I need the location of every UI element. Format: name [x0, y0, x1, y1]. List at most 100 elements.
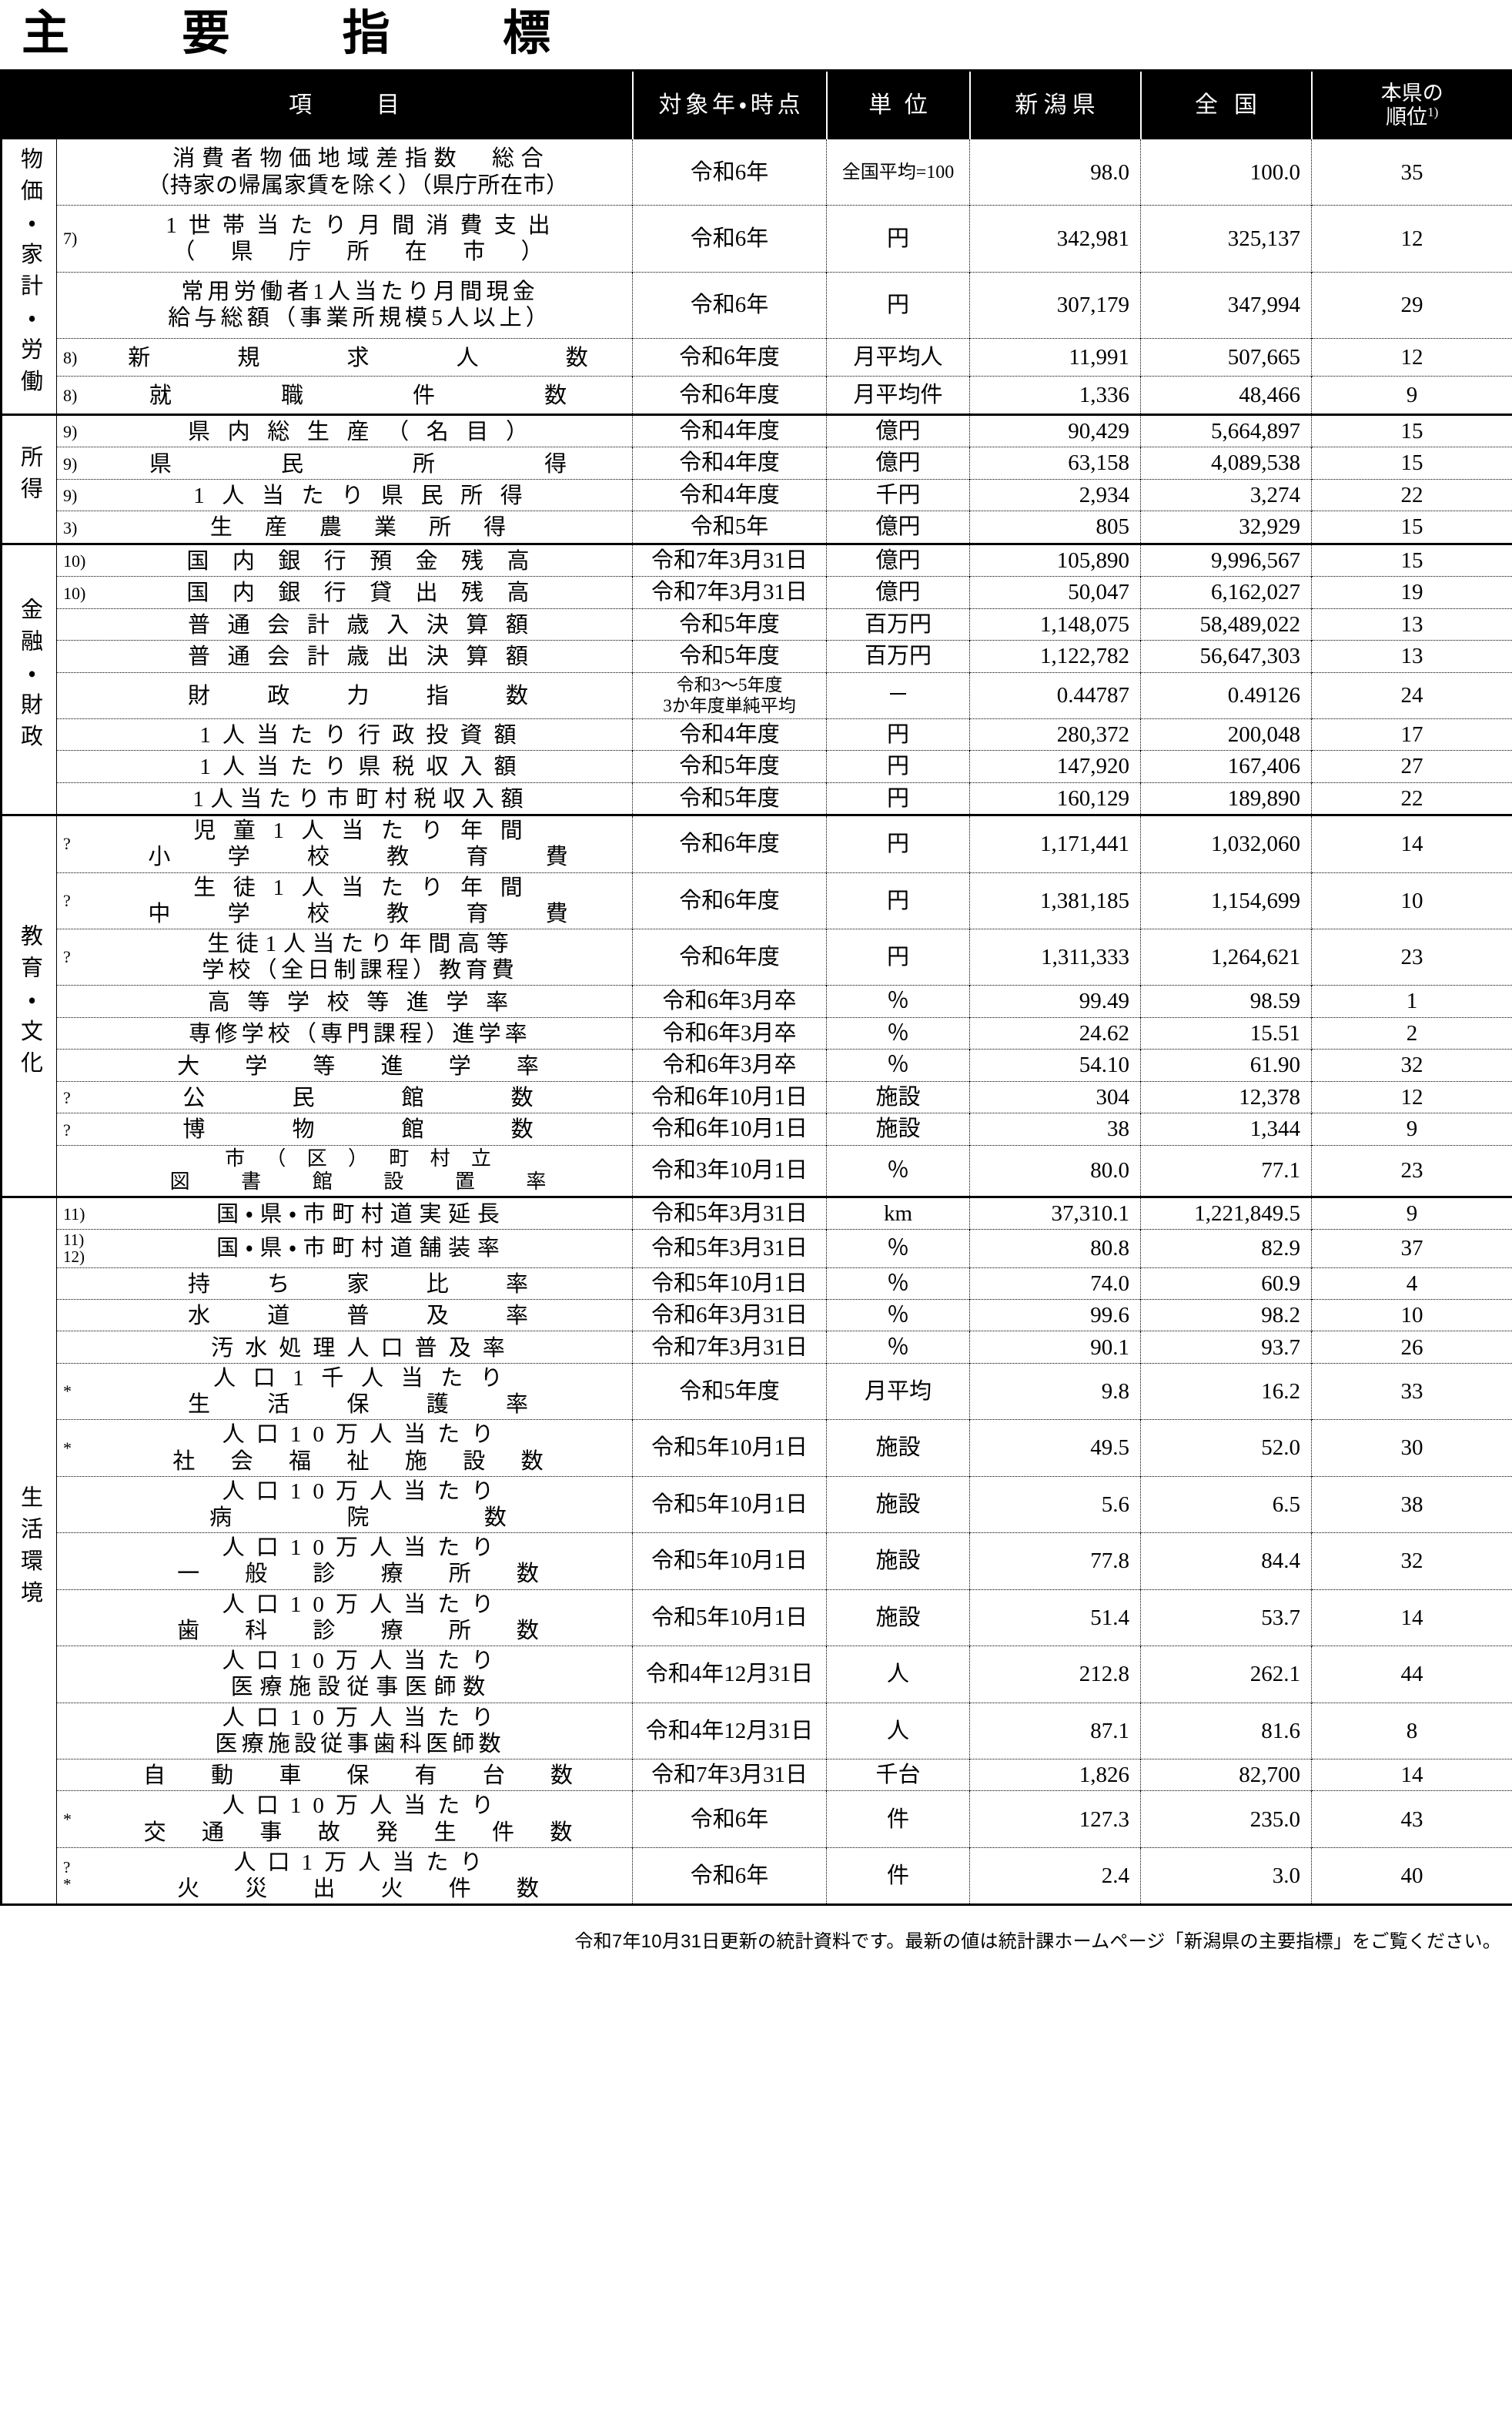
prefecture-value-cell: 212.8 [969, 1646, 1141, 1703]
item-footnote-marker: 11) [63, 1204, 85, 1224]
rank-cell: 14 [1311, 814, 1512, 872]
rank-cell: 32 [1311, 1532, 1512, 1590]
unit-cell: 全国平均=100 [826, 139, 970, 206]
prefecture-value-cell: 5.6 [969, 1475, 1141, 1533]
item-line: 財 政 力 指 数 [188, 684, 546, 709]
header-row: 項 目 対象年・時点 単位 新潟県 全国 本県の 順位1) [1, 70, 1512, 139]
prefecture-value-cell: 38 [969, 1113, 1141, 1146]
table-row: * 人口1千人当たり生 活 保 護 率 令和5年度 月平均 9.8 16.2 33 [2, 1362, 1512, 1420]
item-text: 児童1人当たり年間小 学 校 教 育 費 [92, 818, 624, 870]
national-value-cell: 1,264,621 [1140, 928, 1312, 986]
item-footnote-marker: ? [63, 890, 71, 910]
item-line: 国内銀行預金残高 [186, 548, 554, 574]
year-cell: 令和5年 [632, 511, 827, 544]
unit-cell: 人 [826, 1646, 970, 1703]
item-cell: 8) 新 規 求 人 数 [56, 338, 633, 377]
item-line: 消費者物価地域差指数 総合 [172, 146, 550, 172]
item-line: 自 動 車 保 有 台 数 [143, 1763, 585, 1789]
item-line: 給与総額（事業所規模5人以上） [168, 306, 553, 331]
item-cell: 財 政 力 指 数 [56, 671, 633, 719]
year-line: 令和5年 [690, 514, 769, 540]
rank-cell: 23 [1311, 928, 1512, 986]
year-cell: 令和4年度 [632, 478, 827, 511]
item-text: 国内銀行貸出残高 [92, 580, 624, 606]
year-cell: 令和5年3月31日 [632, 1229, 827, 1268]
rank-cell: 33 [1311, 1362, 1512, 1420]
prefecture-value-cell: 80.8 [969, 1229, 1141, 1268]
rank-cell: 30 [1311, 1419, 1512, 1477]
unit-cell: 円 [826, 750, 970, 783]
national-value-cell: 9,996,567 [1140, 542, 1312, 577]
year-cell: 令和6年 [632, 205, 827, 273]
table-row: 生活環境 11) 国・県・市町村道実延長 令和5年3月31日 km 37,310.1 1,2… [1, 1195, 1512, 1905]
national-value-cell: 325,137 [1140, 205, 1312, 273]
item-line: 社 会 福 祉 施 設 数 [172, 1448, 550, 1474]
year-line: 令和6年 [690, 1863, 769, 1888]
header-national: 全国 [1140, 70, 1313, 139]
item-cell: 7) 1世帯当たり月間消費支出（ 県 庁 所 在 市 ） [56, 205, 633, 273]
item-cell: ? * 人口1万人当たり火 災 出 火 件 数 [56, 1846, 633, 1905]
rank-cell: 1 [1311, 985, 1512, 1018]
item-text: 高等学校等進学率 [92, 989, 624, 1016]
item-line: 生産農業所得 [209, 515, 539, 541]
prefecture-value-cell: 87.1 [969, 1702, 1141, 1759]
item-line: 中 学 校 教 育 費 [148, 901, 586, 926]
year-cell: 令和5年度 [632, 782, 827, 815]
table-row: 人口10万人当たり一 般 診 療 所 数 令和5年10月1日 施設 77.8 84.4 3… [2, 1532, 1512, 1590]
year-line: 令和6年度 [679, 832, 780, 857]
year-cell: 令和6年3月卒 [632, 1016, 827, 1050]
rank-cell: 12 [1311, 1080, 1512, 1113]
national-value-cell: 60.9 [1140, 1267, 1312, 1300]
item-footnote-marker: 10) [63, 583, 86, 603]
national-value-cell: 12,378 [1140, 1080, 1312, 1113]
unit-cell: 施設 [826, 1475, 970, 1533]
unit-cell: 百万円 [826, 640, 970, 673]
item-cell: 市（区）町村立図 書 館 設 置 率 [56, 1144, 633, 1197]
prefecture-value-cell: 54.10 [969, 1049, 1141, 1082]
national-value-cell: 1,032,060 [1140, 814, 1312, 872]
item-cell: 自 動 車 保 有 台 数 [56, 1758, 633, 1791]
unit-cell: 件 [826, 1846, 970, 1905]
year-cell: 令和5年10月1日 [632, 1589, 827, 1646]
table-row: 1人当たり行政投資額 令和4年度 円 280,372 200,048 17 [2, 718, 1512, 751]
national-value-cell: 347,994 [1140, 271, 1312, 339]
year-cell: 令和6年 [632, 1790, 827, 1848]
category-label: 生活環境 [17, 1485, 42, 1612]
prefecture-value-cell: 74.0 [969, 1267, 1141, 1300]
item-cell: 人口10万人当たり病 院 数 [56, 1475, 633, 1533]
year-cell: 令和6年度 [632, 872, 827, 929]
prefecture-value-cell: 9.8 [969, 1362, 1141, 1420]
item-text: 人口10万人当たり交 通 事 故 発 生 件 数 [92, 1793, 624, 1845]
prefecture-value-cell: 77.8 [969, 1532, 1141, 1590]
rank-cell: 17 [1311, 718, 1512, 751]
rank-cell: 9 [1311, 1195, 1512, 1230]
year-line: 令和6年度 [679, 945, 780, 970]
item-footnote-marker: ? [63, 947, 71, 967]
item-text: 県内総生産（名目） [92, 419, 624, 445]
prefecture-value-cell: 51.4 [969, 1589, 1141, 1646]
unit-cell: 施設 [826, 1419, 970, 1477]
rank-cell: 22 [1311, 782, 1512, 815]
year-cell: 令和7年3月31日 [632, 542, 827, 577]
rank-cell: 38 [1311, 1475, 1512, 1533]
year-cell: 令和4年度 [632, 447, 827, 480]
item-text: 1人当たり市町村税収入額 [92, 786, 624, 812]
item-footnote-marker: 10) [63, 551, 86, 571]
item-line: 人口10万人当たり [222, 1705, 506, 1730]
year-line: 令和5年度 [679, 785, 780, 811]
item-cell: 1人当たり市町村税収入額 [56, 782, 633, 815]
rank-cell: 15 [1311, 413, 1512, 447]
item-line: 人口10万人当たり [222, 1592, 506, 1617]
year-cell: 令和6年度 [632, 338, 827, 377]
year-line: 令和4年度 [679, 419, 780, 444]
item-text: 新 規 求 人 数 [92, 345, 624, 371]
table-row: 物価・家計・労働 消費者物価地域差指数 総合 （持家の帰属家賃を除く）（県庁所在市）… [1, 139, 1512, 415]
rank-cell: 29 [1311, 271, 1512, 339]
year-cell: 令和3～5年度 3か年度単純平均 [632, 671, 827, 719]
rank-cell: 4 [1311, 1267, 1512, 1300]
table-row: 持 ち 家 比 率 令和5年10月1日 ％ 74.0 60.9 4 [2, 1267, 1512, 1300]
rank-cell: 14 [1311, 1758, 1512, 1791]
item-line: 生徒1人当たり年間高等 [207, 931, 516, 956]
year-line: 令和6年 [690, 226, 769, 251]
national-value-cell: 3,274 [1140, 478, 1312, 511]
